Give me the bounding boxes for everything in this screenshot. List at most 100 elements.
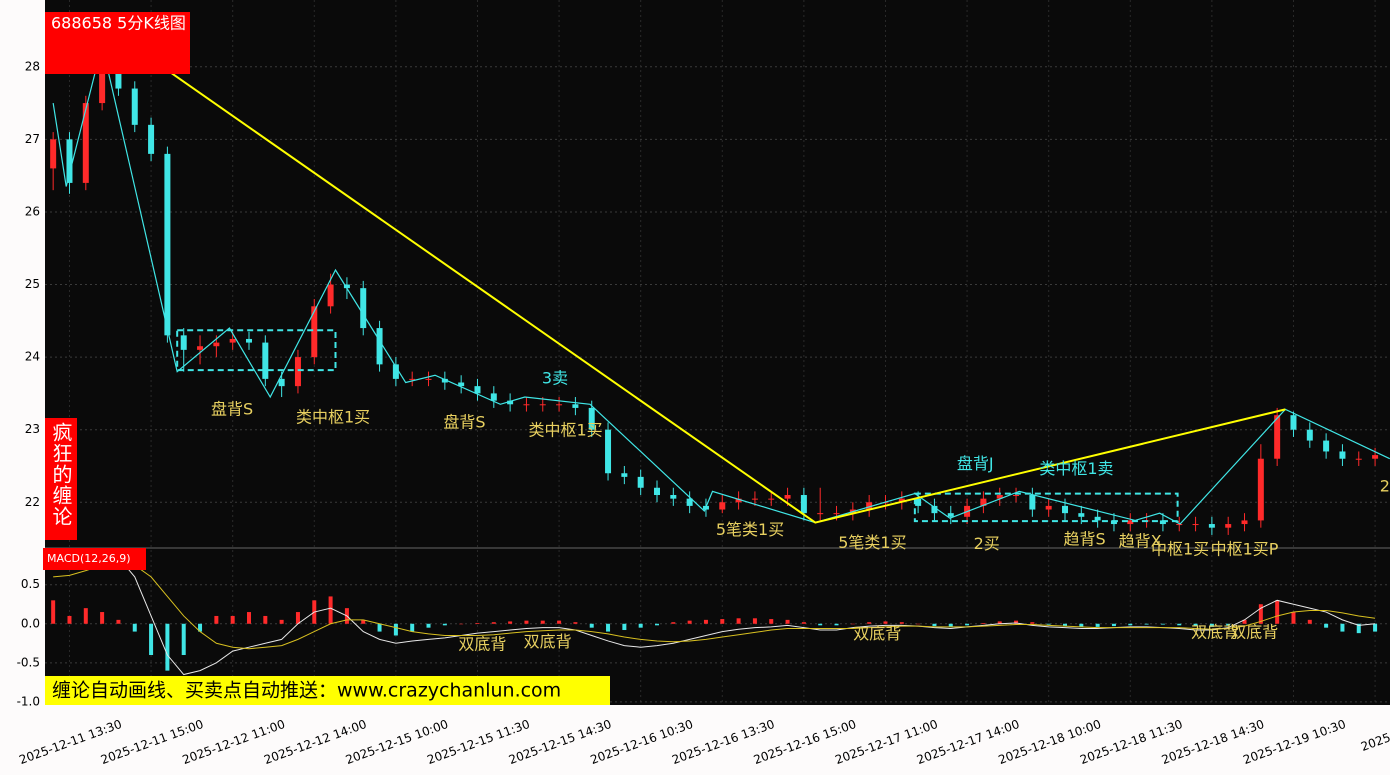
stroke-line [52, 44, 1390, 525]
macd-bar [1373, 623, 1378, 632]
macd-bar [149, 623, 154, 656]
candle-body [1110, 520, 1117, 525]
macd-bar [769, 619, 774, 624]
macd-bar [247, 612, 251, 624]
macd-bar [1128, 623, 1133, 626]
macd-bar [540, 620, 545, 624]
macd-bar [263, 615, 268, 624]
y-tick-label: -1.0 [17, 694, 40, 708]
candle-body [490, 393, 497, 401]
annotation: 5笔类1买 [838, 533, 906, 552]
macd-bar [965, 623, 970, 626]
candle-body [507, 400, 514, 405]
macd-bar [1014, 620, 1019, 624]
candle-body [1159, 520, 1166, 525]
candle-body [425, 378, 432, 380]
annotation: 双底背 [458, 634, 506, 653]
candle-body [1208, 524, 1215, 528]
plot-background [45, 0, 1390, 705]
candle-body [474, 386, 481, 394]
candle-body [213, 342, 220, 347]
annotation: 类中枢1买 [529, 421, 603, 440]
y-tick-label: -0.5 [17, 655, 40, 669]
candle-body [1241, 520, 1248, 525]
annotation: 趋背S [1063, 530, 1105, 549]
macd-bar [165, 623, 170, 671]
annotation: 中枢1买P [1211, 540, 1279, 559]
macd-title-box [43, 548, 146, 570]
annotation: 2 [1380, 477, 1390, 496]
chart-title: 688658 5分K线图 [51, 14, 186, 33]
macd-bar [573, 622, 578, 624]
macd-bar [867, 622, 872, 624]
candle-body [833, 513, 840, 515]
annotation: 2买 [974, 534, 1000, 553]
candle-body [278, 378, 285, 387]
banner-box [45, 676, 610, 705]
annotation: 5笔类1买 [716, 520, 784, 539]
layer: 盘背S 类中枢1买 盘背S 类中枢1买 3卖 5笔类1买 5笔类1买 2买 盘背J 类中枢1卖趋背… [45, 0, 1390, 705]
macd-bar [132, 623, 137, 632]
macd-bar [230, 615, 235, 624]
y-tick-label: 27 [25, 132, 40, 146]
macd-bar [1030, 622, 1035, 624]
candle-body [1078, 513, 1085, 517]
candle-body [197, 346, 204, 350]
candle-body [343, 284, 350, 289]
macd-bar [834, 623, 839, 626]
macd-bar [1177, 623, 1182, 626]
candle-body [931, 505, 938, 514]
macd-bar [491, 622, 496, 624]
annotation: 类中枢1买 [296, 408, 370, 427]
candle-body [556, 404, 563, 406]
annotation: 3卖 [542, 368, 568, 387]
y-tick-label: 28 [25, 59, 40, 73]
macd-bar [442, 623, 447, 626]
macd-bar [524, 620, 529, 624]
macd-title: MACD(12,26,9) [47, 552, 131, 565]
macd-bar [1144, 623, 1149, 625]
y-tick-label: 23 [25, 422, 40, 436]
macd-bar [1258, 604, 1263, 624]
macd-bar [1340, 623, 1345, 632]
annotation: 中枢1买 [1151, 540, 1209, 559]
macd-bar [51, 600, 56, 624]
macd-bar [459, 623, 464, 625]
macd-bar [720, 619, 725, 624]
macd-bar [1307, 619, 1312, 624]
macd-bar [181, 623, 186, 656]
candle-body [572, 404, 579, 408]
candle-body [1013, 495, 1020, 497]
candle-body [751, 498, 758, 500]
candle-body [539, 404, 546, 406]
banner: 缠论自动画线、买卖点自动推送：www.crazychanlun.com [52, 680, 561, 702]
candle-body [866, 502, 873, 510]
y-tick-label: 25 [25, 277, 40, 291]
candle-body [246, 338, 252, 343]
candle-body [1062, 505, 1068, 514]
macd-bar [328, 596, 333, 624]
macd-bar [850, 623, 855, 625]
candle-body [735, 498, 742, 503]
annotation: 盘背S [443, 413, 485, 432]
macd-bar [475, 622, 480, 624]
macd-bar [1324, 623, 1329, 628]
macd-bar [426, 623, 431, 628]
macd-bar [638, 623, 643, 628]
macd-bar [1160, 623, 1165, 625]
macd-bar [1226, 623, 1231, 626]
candle-body [1274, 415, 1281, 459]
y-tick-label: 26 [25, 204, 40, 218]
candle-body [588, 407, 595, 430]
annotation: 双底背 [1191, 623, 1239, 642]
candle-body [1290, 415, 1297, 430]
macd-bar [67, 615, 72, 624]
macd-bar [1111, 623, 1116, 627]
candle-body [1323, 440, 1330, 452]
macd-bar [818, 623, 823, 626]
macd-bar [703, 619, 708, 624]
macd-bar [377, 623, 382, 632]
candle-body [1372, 455, 1379, 459]
candle-body [882, 502, 889, 504]
